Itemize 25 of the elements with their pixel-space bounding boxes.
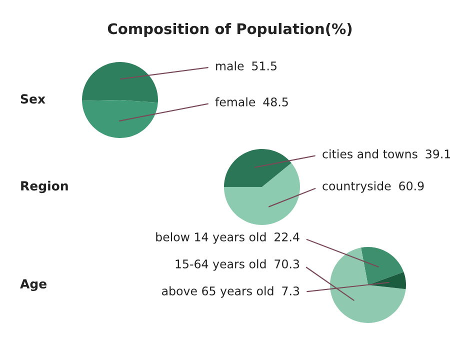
pie-slice xyxy=(368,272,406,290)
pie-slice xyxy=(360,247,404,285)
text: Sex xyxy=(20,94,46,104)
chart-title: Composition of Population(%) xyxy=(108,22,352,38)
slice-label: countryside xyxy=(322,181,391,193)
pie-slice xyxy=(82,100,158,138)
slice-label: below 14 years old xyxy=(156,232,266,244)
text: Age xyxy=(20,279,46,292)
slice-label: male xyxy=(216,61,244,70)
text: Region xyxy=(21,180,68,194)
data-label: 39.1 xyxy=(426,149,450,158)
pie-slice xyxy=(82,62,158,103)
data-label: 7.3 xyxy=(282,286,300,296)
data-label: 22.4 xyxy=(274,232,300,242)
slice-label: 15-64 years old xyxy=(176,259,266,271)
data-label: 60.9 xyxy=(399,181,424,190)
pie-slice xyxy=(224,149,292,187)
data-label: 48.5 xyxy=(263,97,288,106)
pie-slice xyxy=(224,162,300,225)
data-label: 51.5 xyxy=(252,62,276,70)
pie-slice xyxy=(330,248,406,323)
data-label: 70.3 xyxy=(274,259,300,268)
slice-label: above 65 years old xyxy=(162,286,274,298)
slice-label: female xyxy=(215,97,256,106)
slice-label: cities and towns xyxy=(322,149,418,158)
